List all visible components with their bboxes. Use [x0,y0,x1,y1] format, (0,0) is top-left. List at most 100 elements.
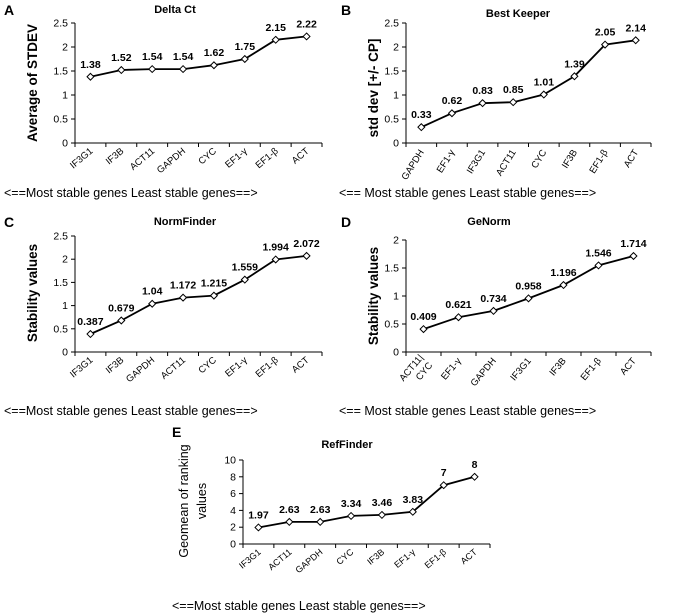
y-tick-label: 0.5 [384,319,399,331]
data-point [271,35,280,44]
data-label: 7 [441,467,447,479]
x-tick-label: ACT [622,148,642,170]
x-tick-label: IF3B [365,547,386,567]
y-tick-label: 1 [62,90,68,102]
data-label: 2.14 [625,22,646,34]
x-tick-label: IF3G1 [68,355,95,380]
y-tick-label: 1 [393,291,399,303]
panel-letter: B [341,2,351,18]
x-tick-label: ACT11 [159,355,188,382]
data-label: 3.83 [403,494,424,506]
y-tick-label: 1.5 [53,66,68,78]
y-axis-label: Stability values [25,244,40,342]
data-point [417,123,426,132]
x-tick-label: CYC [334,547,355,567]
x-tick-label: GAPDH [155,146,188,176]
y-tick-label: 2.5 [53,18,68,30]
y-tick-label: 0 [230,539,236,551]
data-point [454,313,463,322]
series-line [423,255,634,330]
data-point [478,99,487,108]
data-label: 0.387 [77,316,103,328]
data-label: 2.15 [265,22,286,34]
data-point [594,261,603,270]
data-label: 2.22 [296,18,317,30]
y-tick-label: 0 [62,138,68,150]
y-tick-label: 0.5 [384,114,399,126]
y-tick-label: 0.5 [53,114,68,126]
panel-d: D GeNorm Stability values 0 0.5 1 1.5 2 ACT11|CY… [339,214,652,418]
data-point [600,40,610,49]
data-point [86,329,95,339]
y-tick-label: 0.5 [53,323,68,335]
data-label: 1.196 [550,267,576,279]
data-label: 0.958 [515,280,541,292]
y-tick-label: 6 [230,488,236,500]
data-point [631,36,640,45]
data-point [240,54,249,64]
data-point [209,291,219,300]
stability-footer: <==Most stable genes Least stable genes=… [4,186,258,200]
x-tick-label: GAPDH [469,356,499,389]
x-tick-label: IF3B [104,146,126,167]
data-label: 1.546 [585,247,611,259]
x-tick-label: EF1-γ [435,148,458,176]
panel-b: B Best Keeper std dev [+/- CP] 0 0.5 1 1.5 2 2.5… [339,2,652,200]
y-tick-label: 0 [393,138,399,150]
y-tick-label: 2 [393,42,399,54]
chart-title: Best Keeper [486,8,551,20]
x-tick-label: EF1-β [579,355,605,382]
stability-footer: <==Most stable genes Least stable genes=… [4,404,258,418]
x-tick-label: EF1-β [254,146,281,172]
data-label: 1.172 [170,280,196,292]
data-label: 2.05 [595,27,616,39]
x-tick-label: CYC [196,355,219,376]
data-label: 1.714 [620,238,646,250]
data-point [178,64,188,74]
stability-footer: <==Most stable genes Least stable genes=… [172,599,426,613]
x-tick-label: IF3B [104,355,126,376]
x-tick-label: ACT11|CYC [397,353,435,392]
y-axis-label: Average of STDEV [25,24,40,142]
data-point [629,251,638,261]
y-axis-label-line: values [195,483,209,519]
data-point [148,64,157,74]
x-tick-label: ACT11 [266,547,293,572]
y-tick-label: 2 [393,235,399,247]
y-tick-label: 2.5 [53,231,68,243]
data-point [524,294,533,303]
data-label: 1.54 [142,51,163,63]
chart-title: NormFinder [154,216,217,228]
data-label: 0.621 [445,299,471,311]
x-tick-label: ACT [618,356,639,378]
data-label: 1.559 [232,262,258,274]
data-point [302,251,311,260]
y-axis-label-line: Geomean of ranking [177,444,191,557]
stability-footer: <== Most stable genes Least stable genes… [339,186,596,200]
data-point [408,507,417,516]
y-tick-label: 1 [62,300,68,312]
x-tick-label: ACT [290,146,312,167]
y-axis-label: std dev [+/- CP] [366,39,381,138]
x-tick-label: ACT [459,547,480,567]
data-label: 1.39 [564,58,585,70]
data-point [209,61,219,70]
y-axis-label: Geomean of ranking values [177,444,209,557]
data-label: 1.215 [201,278,227,290]
data-point [254,523,263,532]
data-point [489,306,498,316]
data-label: 3.46 [372,497,393,509]
y-tick-label: 10 [224,455,236,467]
series-line [420,39,636,129]
data-point [271,255,280,264]
x-tick-label: CYC [529,148,549,171]
data-label: 0.409 [410,311,436,323]
data-label: 1.994 [263,241,289,253]
data-point [346,511,356,521]
y-tick-label: 2 [230,522,236,534]
y-tick-label: 2 [62,254,68,266]
y-tick-label: 0 [62,347,68,359]
series-line [258,475,475,529]
